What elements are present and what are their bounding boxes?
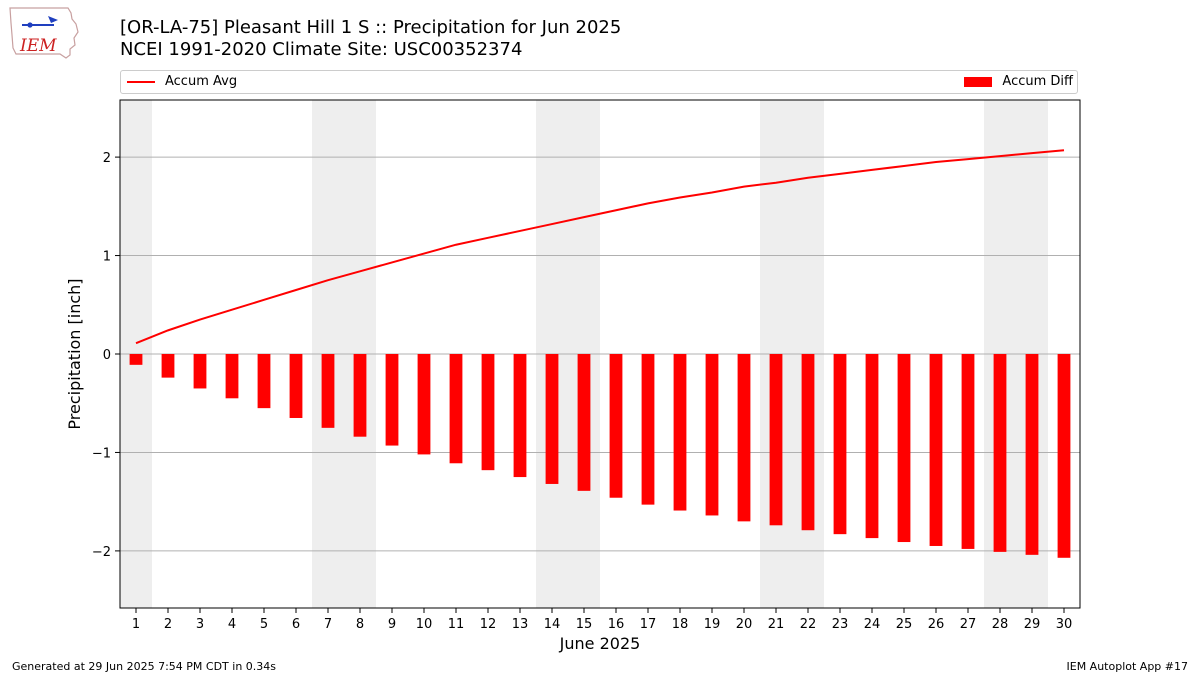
iem-logo: IEM	[9, 7, 79, 59]
footer-app-text: IEM Autoplot App #17	[1066, 660, 1189, 673]
y-tick-label-2: 0	[103, 348, 111, 363]
x-tick-label-22: 22	[800, 617, 817, 632]
bar-day-12	[481, 354, 495, 471]
legend-label-accum-avg: Accum Avg	[165, 74, 238, 89]
bar-day-9	[385, 354, 399, 446]
x-tick-label-19: 19	[704, 617, 721, 632]
iowa-outline-shape	[9, 7, 79, 59]
bar-day-29	[1025, 354, 1039, 555]
accum-diff-bars	[129, 354, 1071, 558]
bar-day-22	[801, 354, 815, 531]
logo-text: IEM	[19, 36, 57, 56]
bar-day-8	[353, 354, 367, 437]
x-tick-label-8: 8	[356, 617, 364, 632]
x-tick-label-5: 5	[260, 617, 268, 632]
y-tick-label-0: −2	[92, 545, 111, 560]
x-tick-label-28: 28	[992, 617, 1009, 632]
legend-item-accum-avg: Accum Avg	[127, 74, 237, 89]
legend-item-accum-diff: Accum Diff	[964, 74, 1073, 89]
legend-bar-swatch	[964, 76, 993, 87]
bar-day-27	[961, 354, 975, 549]
x-tick-label-30: 30	[1056, 617, 1073, 632]
grid-lines	[120, 156, 1080, 552]
bar-day-25	[897, 354, 911, 543]
y-tick-label-1: −1	[92, 446, 111, 461]
footer-generated-text: Generated at 29 Jun 2025 7:54 PM CDT in …	[12, 660, 277, 673]
x-tick-label-4: 4	[228, 617, 236, 632]
x-tick-label-16: 16	[608, 617, 625, 632]
chart-subtitle: NCEI 1991-2020 Climate Site: USC00352374	[120, 39, 523, 60]
x-tick-label-2: 2	[164, 617, 172, 632]
y-axis-label: Precipitation [inch]	[65, 278, 84, 429]
x-tick-label-15: 15	[576, 617, 593, 632]
x-axis-ticks: 1 2 3 4 5 6 7 8 9 10 11 12 13 14 15 16 17 18 19 20 21 22 23 24 2…	[132, 608, 1072, 632]
x-tick-label-10: 10	[416, 617, 433, 632]
bar-day-19	[705, 354, 719, 516]
bar-day-18	[673, 354, 687, 511]
legend-label-accum-diff: Accum Diff	[1002, 74, 1073, 89]
x-tick-label-20: 20	[736, 617, 753, 632]
chart-title: [OR-LA-75] Pleasant Hill 1 S :: Precipit…	[120, 17, 622, 38]
bar-day-2	[161, 354, 175, 378]
x-tick-label-24: 24	[864, 617, 881, 632]
x-tick-label-14: 14	[544, 617, 561, 632]
bar-day-16	[609, 354, 623, 498]
bar-day-13	[513, 354, 527, 478]
x-tick-label-7: 7	[324, 617, 332, 632]
x-tick-label-21: 21	[768, 617, 785, 632]
bar-day-7	[321, 354, 335, 428]
x-tick-label-18: 18	[672, 617, 689, 632]
bar-day-10	[417, 354, 431, 455]
bar-day-15	[577, 354, 591, 491]
bar-day-5	[257, 354, 271, 409]
x-tick-label-1: 1	[132, 617, 140, 632]
bar-day-20	[737, 354, 751, 522]
bar-day-6	[289, 354, 303, 418]
legend: Accum Avg Accum Diff	[120, 70, 1078, 94]
bar-day-11	[449, 354, 463, 464]
bar-day-28	[993, 354, 1007, 552]
x-tick-label-11: 11	[448, 617, 465, 632]
x-axis-label: June 2025	[559, 634, 641, 653]
x-tick-label-26: 26	[928, 617, 945, 632]
bar-day-4	[225, 354, 239, 399]
bar-day-3	[193, 354, 207, 389]
x-tick-label-12: 12	[480, 617, 497, 632]
x-tick-label-9: 9	[388, 617, 396, 632]
accum-avg-line-group	[135, 149, 1065, 345]
legend-line-swatch	[127, 80, 155, 83]
x-tick-label-17: 17	[640, 617, 657, 632]
bar-day-30	[1057, 354, 1071, 558]
x-tick-label-23: 23	[832, 617, 849, 632]
x-tick-label-25: 25	[896, 617, 913, 632]
bar-day-23	[833, 354, 847, 535]
bar-day-14	[545, 354, 559, 484]
y-tick-label-4: 2	[103, 151, 111, 166]
x-tick-label-6: 6	[292, 617, 300, 632]
bar-day-1	[129, 354, 143, 365]
y-tick-label-3: 1	[103, 250, 111, 265]
accum-avg-line	[135, 149, 1065, 345]
bar-day-17	[641, 354, 655, 505]
x-tick-label-3: 3	[196, 617, 204, 632]
x-tick-label-13: 13	[512, 617, 529, 632]
x-tick-label-27: 27	[960, 617, 977, 632]
bar-day-24	[865, 354, 879, 539]
bar-day-21	[769, 354, 783, 526]
bar-day-26	[929, 354, 943, 546]
x-tick-label-29: 29	[1024, 617, 1041, 632]
y-axis-ticks: −2 −1 0 1 2	[92, 151, 120, 560]
